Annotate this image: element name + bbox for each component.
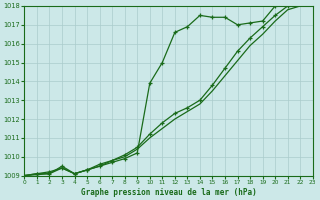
X-axis label: Graphe pression niveau de la mer (hPa): Graphe pression niveau de la mer (hPa) [81,188,256,197]
